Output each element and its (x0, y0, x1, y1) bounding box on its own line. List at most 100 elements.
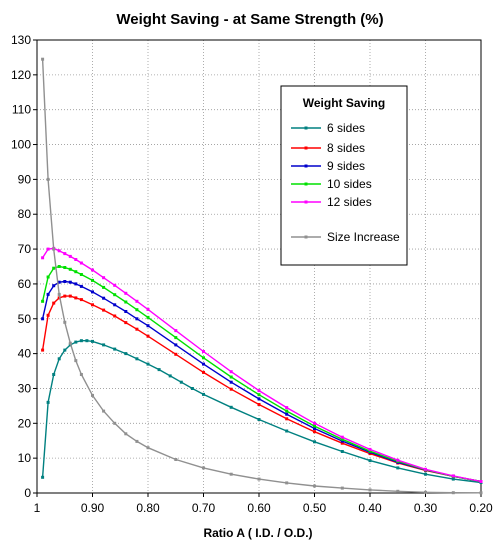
data-point (313, 427, 316, 430)
data-point (146, 362, 150, 366)
data-point (202, 356, 205, 360)
data-point (285, 417, 289, 421)
x-axis-ticks: 1 0.90 0.80 0.70 0.60 0.50 0.40 0.30 0.20 (34, 493, 493, 515)
y-tick-label: 80 (18, 207, 32, 221)
data-point (368, 449, 372, 453)
data-point (41, 299, 45, 303)
data-point (257, 393, 261, 397)
data-point (313, 440, 316, 444)
data-point (91, 290, 94, 294)
data-point (52, 266, 56, 270)
data-point (257, 403, 261, 406)
data-point (124, 352, 128, 356)
y-tick-label: 20 (18, 416, 32, 430)
data-point (63, 348, 67, 352)
data-point (229, 472, 233, 476)
data-point (79, 284, 83, 288)
plot-area (36, 39, 482, 494)
data-point (135, 308, 139, 312)
series-layer (41, 57, 483, 495)
data-point (174, 329, 178, 333)
data-point (313, 421, 316, 425)
data-point (285, 412, 289, 416)
y-tick-label: 110 (12, 103, 31, 117)
data-point (229, 380, 233, 384)
data-point (229, 405, 233, 409)
data-point (179, 380, 183, 384)
data-point (68, 267, 72, 271)
data-point (229, 387, 233, 391)
x-axis-label: Ratio A ( I.D. / O.D.) (203, 526, 312, 540)
y-tick-label: 30 (18, 381, 32, 395)
data-point (285, 429, 289, 433)
data-point (135, 317, 139, 321)
data-point (74, 282, 78, 286)
series-12-sides (41, 246, 483, 483)
data-point (52, 284, 56, 288)
x-tick-label: 0.70 (192, 501, 216, 515)
data-point (85, 339, 89, 343)
legend-title: Weight Saving (303, 96, 385, 110)
x-tick-label: 0.20 (469, 501, 493, 515)
legend-marker (304, 235, 308, 239)
data-point (91, 303, 94, 307)
legend-label: 8 sides (327, 141, 365, 155)
series-line-9-sides (41, 280, 482, 483)
data-point (63, 320, 67, 324)
data-point (257, 389, 261, 393)
data-point (91, 268, 94, 272)
data-point (52, 247, 56, 251)
data-point (41, 256, 45, 260)
series-8-sides (41, 294, 483, 483)
series-line-10-sides (41, 265, 482, 483)
data-point (113, 293, 117, 297)
data-point (63, 266, 67, 269)
y-tick-label: 120 (11, 68, 31, 82)
data-point (124, 321, 128, 325)
data-point (174, 343, 178, 347)
data-point (368, 447, 372, 451)
data-point (257, 477, 261, 481)
data-point (124, 310, 128, 313)
data-point (202, 362, 205, 366)
data-point (174, 336, 178, 340)
data-point (157, 368, 161, 372)
data-point (479, 491, 483, 495)
data-point (229, 375, 233, 379)
data-point (102, 409, 106, 413)
data-point (146, 307, 150, 311)
data-point (340, 441, 344, 445)
data-point (285, 481, 289, 485)
legend-box (280, 85, 408, 266)
data-point (68, 294, 72, 298)
y-tick-label: 60 (18, 277, 32, 291)
legend-marker (304, 200, 308, 204)
data-point (79, 298, 83, 302)
data-point (113, 421, 117, 425)
data-point (451, 491, 455, 495)
data-point (41, 317, 45, 321)
data-point (202, 350, 205, 353)
data-point (174, 458, 178, 461)
data-point (202, 370, 205, 374)
data-point (74, 340, 78, 344)
data-point (424, 490, 427, 494)
data-point (113, 347, 117, 351)
x-tick-label: 0.30 (414, 501, 438, 515)
data-point (63, 294, 67, 298)
legend-label: 6 sides (327, 121, 365, 135)
data-point (313, 430, 316, 434)
data-point (46, 275, 50, 279)
y-tick-label: 90 (18, 172, 32, 186)
data-point (46, 313, 50, 317)
legend-label: 12 sides (327, 195, 372, 209)
series-line-size-increase (41, 59, 482, 494)
series-line-12-sides (42, 247, 482, 483)
data-point (135, 327, 139, 331)
y-tick-label: 0 (24, 486, 31, 500)
data-point (91, 393, 94, 397)
data-point (257, 397, 261, 401)
data-point (340, 437, 344, 441)
data-point (46, 177, 50, 181)
